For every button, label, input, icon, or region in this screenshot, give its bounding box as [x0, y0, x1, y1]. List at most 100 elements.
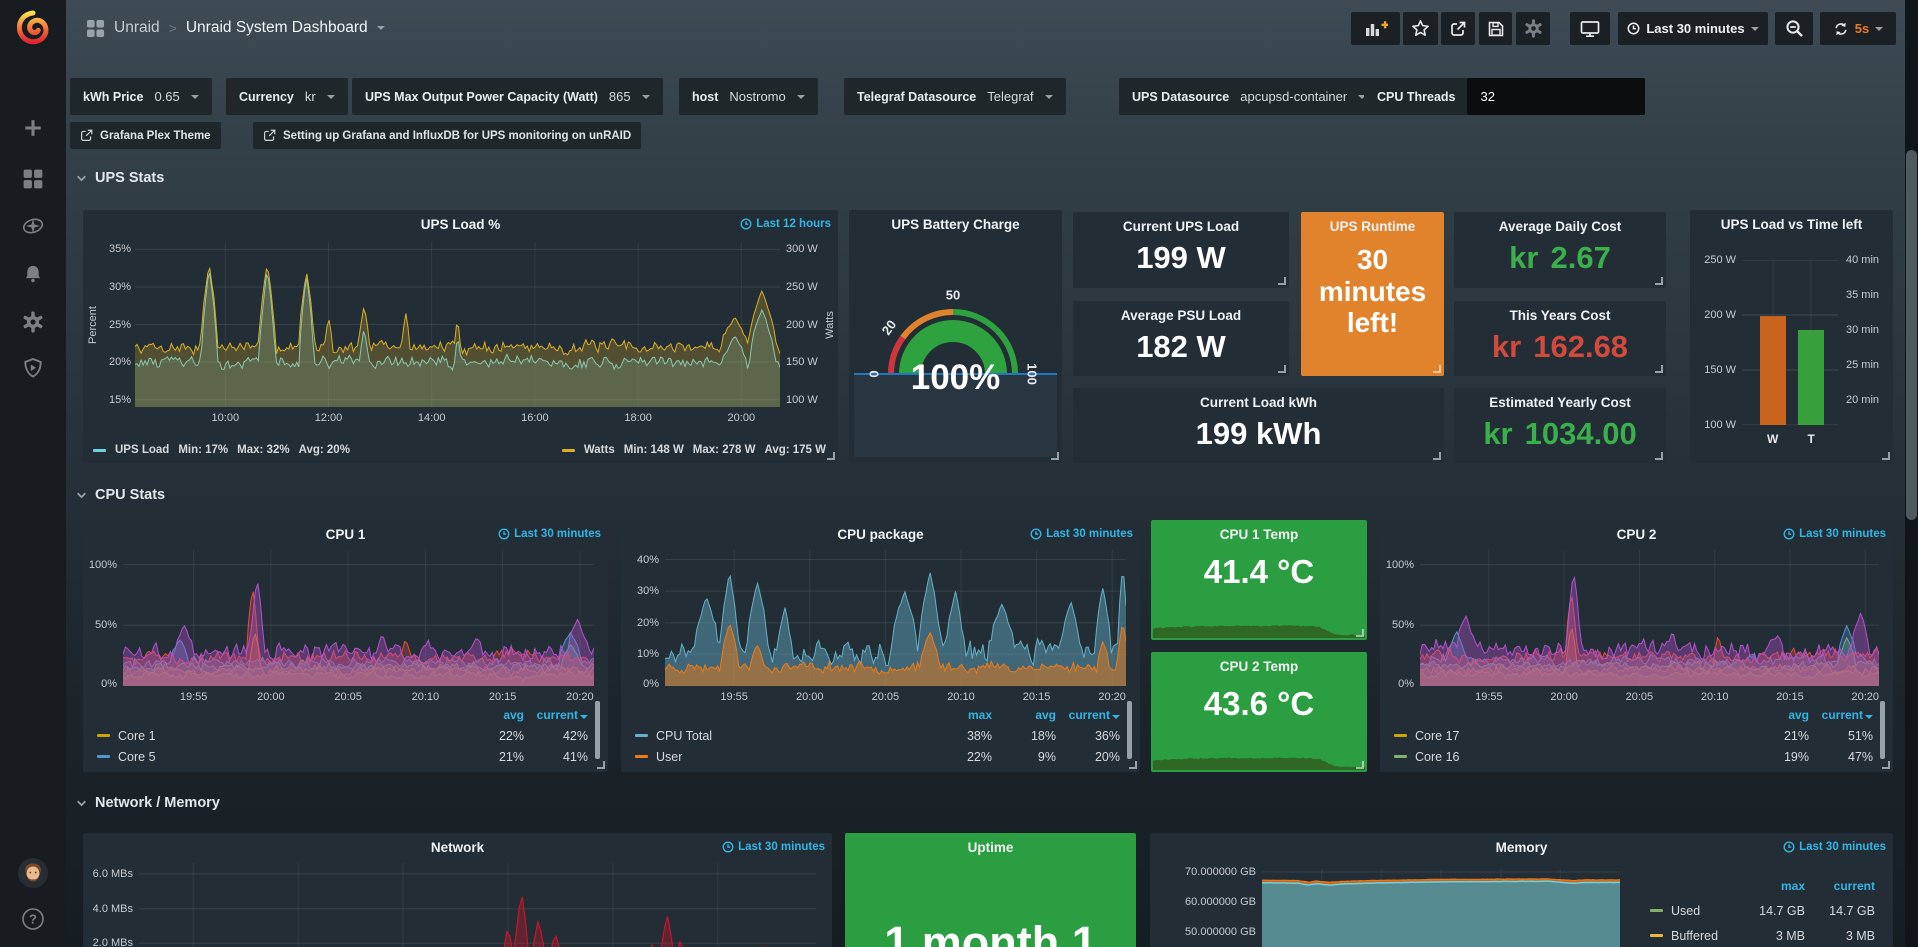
panel-time-range[interactable]: Last 30 minutes [1783, 841, 1886, 853]
panel-title[interactable]: Memory [1495, 840, 1548, 855]
legend-item[interactable]: UPS Load Min: 17% Max: 32% Avg: 20% [93, 444, 350, 456]
panel-ups-runtime[interactable]: UPS Runtime 30 minutes left! [1301, 212, 1444, 376]
dashboard-settings-button[interactable] [1516, 12, 1550, 45]
configuration-gear-icon[interactable] [22, 311, 44, 333]
legend-series-name[interactable]: Core 17 [1394, 729, 1745, 743]
variable-ups-datasource[interactable]: UPS Datasource apcupsd-container [1119, 78, 1380, 115]
breadcrumb-team[interactable]: Unraid [114, 19, 160, 36]
legend-series-name[interactable]: Buffered [1650, 929, 1735, 943]
variable-telegraf-datasource[interactable]: Telegraf Datasource Telegraf [844, 78, 1066, 115]
panel-title[interactable]: UPS Load vs Time left [1720, 217, 1863, 232]
legend-scrollbar[interactable] [1880, 701, 1885, 759]
legend-header[interactable]: current [1833, 878, 1875, 893]
panel-time-range[interactable]: Last 30 minutes [722, 841, 825, 853]
panel-estimated-yearly-cost[interactable]: Estimated Yearly Cost kr 1034.00 [1454, 388, 1666, 463]
panel-cpu2-temp[interactable]: CPU 2 Temp 43.6 °C [1151, 652, 1367, 772]
alerting-bell-icon[interactable] [22, 263, 44, 285]
legend-series-name[interactable]: Used [1650, 904, 1735, 918]
section-network-memory[interactable]: Network / Memory [76, 795, 220, 811]
legend-header[interactable]: max [967, 707, 992, 722]
legend-series-name[interactable]: Core 5 [97, 750, 460, 764]
legend-header[interactable]: current [1056, 708, 1120, 722]
panel-this-years-cost[interactable]: This Years Cost kr 162.68 [1454, 301, 1666, 376]
variable-currency[interactable]: Currency kr [226, 78, 348, 115]
panel-title[interactable]: Network [430, 840, 485, 855]
time-range-picker[interactable]: Last 30 minutes [1618, 12, 1768, 45]
panel-average-psu-load[interactable]: Average PSU Load 182 W [1073, 301, 1289, 376]
panel-cpu-2[interactable]: CPU 2 Last 30 minutes 100% 50% 0% 19:55 20:0… [1380, 520, 1893, 772]
server-admin-shield-icon[interactable] [22, 357, 44, 379]
breadcrumb[interactable]: Unraid > Unraid System Dashboard [86, 14, 385, 42]
legend-scrollbar[interactable] [1127, 701, 1132, 759]
ups-load-chart[interactable] [135, 242, 780, 407]
help-icon[interactable]: ? [21, 907, 45, 931]
panel-title[interactable]: UPS Battery Charge [891, 217, 1020, 232]
panel-cpu-package[interactable]: CPU package Last 30 minutes 40% 30% 20% 10%… [621, 520, 1140, 772]
panel-title[interactable]: Estimated Yearly Cost [1489, 395, 1631, 410]
panel-title[interactable]: Uptime [967, 840, 1014, 855]
panel-title[interactable]: Current UPS Load [1122, 219, 1240, 234]
panel-time-range[interactable]: Last 12 hours [740, 218, 831, 230]
network-chart[interactable] [139, 863, 816, 947]
legend-header[interactable]: max [1780, 878, 1805, 893]
save-button[interactable] [1479, 12, 1512, 45]
panel-ups-load-percent[interactable]: UPS Load % Last 12 hours 35% 30% 25% 20% 15%… [83, 210, 838, 463]
panel-title[interactable]: Average PSU Load [1120, 308, 1242, 323]
panel-title[interactable]: UPS Load % [420, 217, 501, 232]
link-ups-monitoring-guide[interactable]: Setting up Grafana and InfluxDB for UPS … [253, 122, 642, 149]
variable-ups-max-output[interactable]: UPS Max Output Power Capacity (Watt) 865 [352, 78, 663, 115]
explore-compass-icon[interactable] [22, 215, 44, 237]
variable-host[interactable]: host Nostromo [679, 78, 818, 115]
legend-header[interactable]: current [524, 708, 588, 722]
legend-header[interactable]: avg [1788, 707, 1809, 722]
panel-memory[interactable]: Memory Last 30 minutes 70.000000 GB 60.00… [1150, 833, 1893, 947]
breadcrumb-dashboard-title[interactable]: Unraid System Dashboard [185, 19, 368, 36]
legend-scrollbar[interactable] [595, 701, 600, 759]
zoom-out-button[interactable] [1775, 12, 1813, 45]
page-scrollbar[interactable] [1905, 0, 1918, 947]
panel-current-ups-load[interactable]: Current UPS Load 199 W [1073, 212, 1289, 288]
panel-average-daily-cost[interactable]: Average Daily Cost kr 2.67 [1454, 212, 1666, 288]
panel-title[interactable]: CPU package [837, 527, 924, 542]
dashboards-icon[interactable] [22, 168, 44, 190]
panel-title[interactable]: CPU 1 Temp [1219, 527, 1299, 542]
panel-title[interactable]: CPU 2 Temp [1219, 659, 1299, 674]
panel-title[interactable]: Current Load kWh [1200, 395, 1317, 410]
legend-header[interactable]: current [1809, 708, 1873, 722]
panel-network[interactable]: Network Last 30 minutes 6.0 MBs 4.0 MBs 2.… [83, 833, 832, 947]
panel-title[interactable]: UPS Runtime [1329, 219, 1416, 234]
variable-kwh-price[interactable]: kWh Price 0.65 [70, 78, 212, 115]
panel-title[interactable]: Average Daily Cost [1498, 219, 1622, 234]
section-ups-stats[interactable]: UPS Stats [76, 170, 164, 186]
user-avatar[interactable] [18, 858, 48, 888]
cpu-threads-input[interactable]: 32 [1466, 78, 1645, 115]
add-panel-button[interactable] [1351, 12, 1400, 45]
legend-header[interactable]: avg [503, 707, 524, 722]
panel-time-range[interactable]: Last 30 minutes [1030, 528, 1133, 540]
share-button[interactable] [1441, 12, 1475, 45]
legend-series-name[interactable]: Core 1 [97, 729, 460, 743]
memory-chart[interactable] [1262, 869, 1620, 947]
panel-title[interactable]: CPU 2 [1616, 527, 1657, 542]
legend-series-name[interactable]: User [635, 750, 928, 764]
star-button[interactable] [1403, 12, 1438, 45]
refresh-picker[interactable]: 5s [1820, 12, 1896, 45]
panel-cpu1-temp[interactable]: CPU 1 Temp 41.4 °C [1151, 520, 1367, 640]
panel-time-range[interactable]: Last 30 minutes [1783, 528, 1886, 540]
panel-title[interactable]: CPU 1 [325, 527, 366, 542]
panel-cpu-1[interactable]: CPU 1 Last 30 minutes 100% 50% 0% 19:55 20:0… [83, 520, 608, 772]
panel-current-load-kwh[interactable]: Current Load kWh 199 kWh [1073, 388, 1444, 463]
cpu-usage-chart[interactable] [123, 550, 594, 686]
panel-ups-battery-charge[interactable]: UPS Battery Charge 0 20 50 100 100% [849, 210, 1062, 463]
panel-title[interactable]: This Years Cost [1509, 308, 1611, 323]
grafana-logo-icon[interactable] [13, 8, 53, 48]
panel-uptime[interactable]: Uptime 1 month 1 [845, 833, 1136, 947]
legend-header[interactable]: avg [1035, 707, 1056, 722]
cycle-view-button[interactable] [1570, 12, 1610, 45]
cpu-usage-chart[interactable] [1420, 550, 1879, 686]
legend-series-name[interactable]: CPU Total [635, 729, 928, 743]
scrollbar-thumb[interactable] [1906, 150, 1917, 520]
section-cpu-stats[interactable]: CPU Stats [76, 487, 165, 503]
legend-item[interactable]: Watts Min: 148 W Max: 278 W Avg: 175 W [561, 444, 826, 456]
cpu-package-chart[interactable] [665, 550, 1126, 686]
